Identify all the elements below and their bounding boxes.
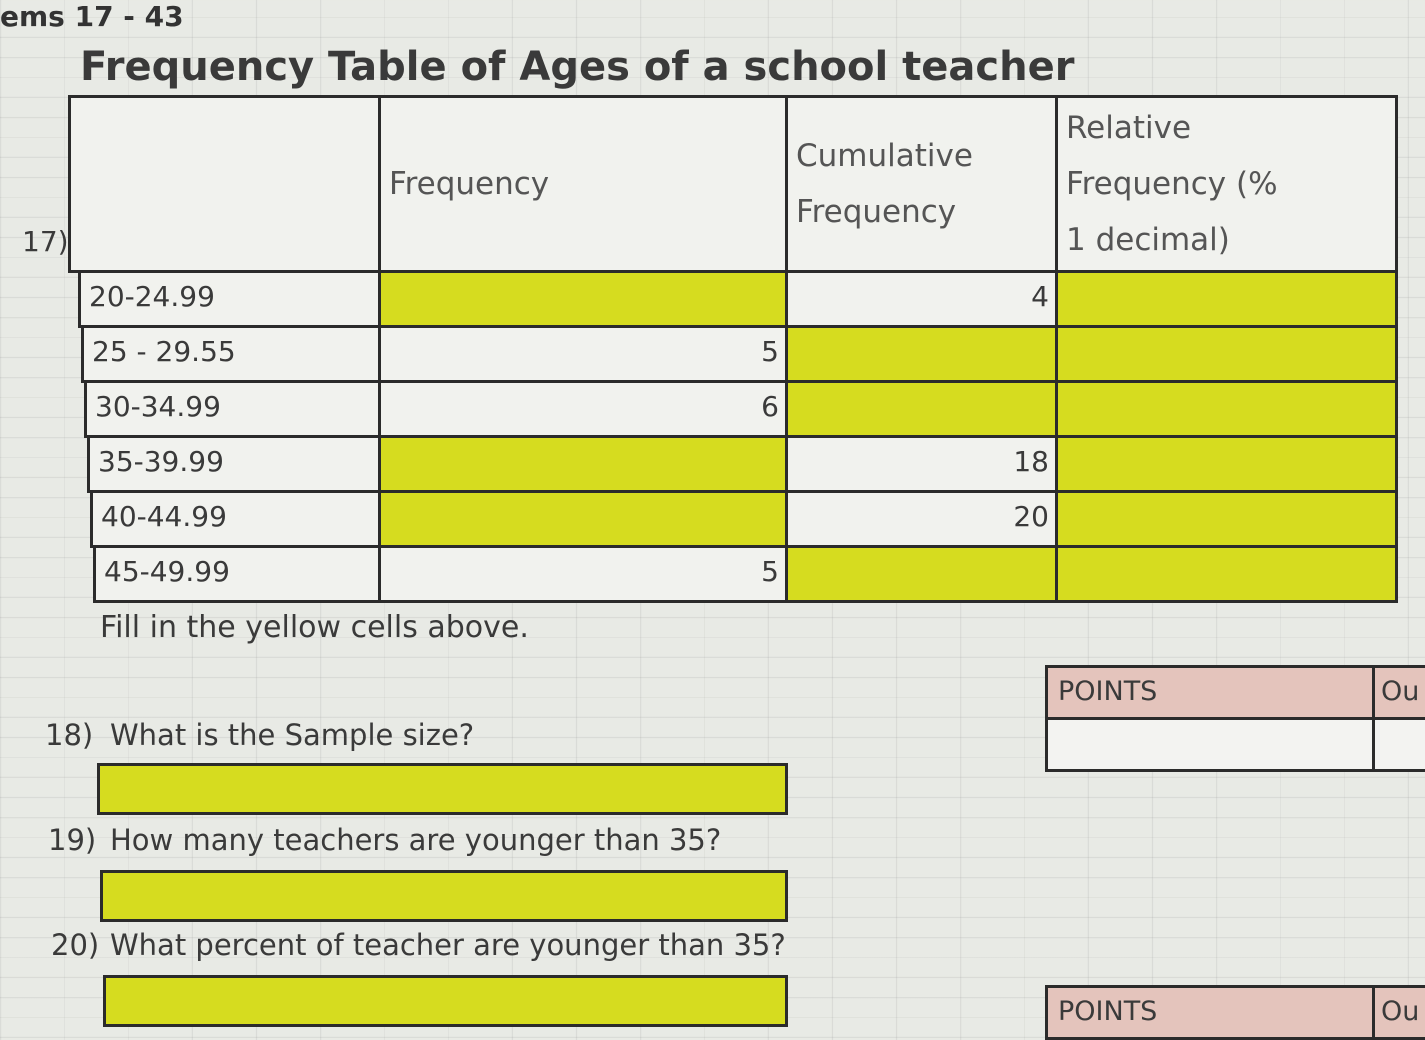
points-side: Ou xyxy=(1372,985,1425,1040)
value-cell: 4 xyxy=(785,270,1058,328)
row-label: 30-34.99 xyxy=(84,380,381,438)
answer-box xyxy=(100,870,788,922)
answer-box xyxy=(103,975,788,1027)
answer-box xyxy=(97,763,788,815)
points-label: POINTS xyxy=(1045,665,1375,720)
column-header-text: Relative Frequency (% 1 decimal) xyxy=(1066,110,1278,258)
value-cell: 20 xyxy=(785,490,1058,548)
question-number: 20) xyxy=(51,928,100,962)
row-label: 25 - 29.55 xyxy=(81,325,381,383)
column-header-text: Frequency xyxy=(389,166,550,202)
row-label: 35-39.99 xyxy=(87,435,381,493)
question-number: 19) xyxy=(48,823,97,857)
points-side: Ou xyxy=(1372,665,1425,720)
instruction: Fill in the yellow cells above. xyxy=(100,610,529,645)
answer-cell xyxy=(785,325,1058,383)
answer-cell xyxy=(1055,380,1398,438)
row-label: 20-24.99 xyxy=(78,270,381,328)
row-label: 40-44.99 xyxy=(90,490,381,548)
column-header: Cumulative Frequency xyxy=(785,95,1058,273)
answer-cell xyxy=(378,435,788,493)
answer-cell xyxy=(785,545,1058,603)
column-header: Frequency xyxy=(378,95,788,273)
question-text: What is the Sample size? xyxy=(110,718,475,752)
answer-cell xyxy=(1055,545,1398,603)
question-number: 17) xyxy=(22,225,69,258)
table-title: Frequency Table of Ages of a school teac… xyxy=(80,44,1075,90)
points-input xyxy=(1372,717,1425,772)
value-cell: 6 xyxy=(378,380,788,438)
points-input xyxy=(1045,717,1375,772)
answer-cell xyxy=(378,270,788,328)
answer-cell xyxy=(378,490,788,548)
question-text: What percent of teacher are younger than… xyxy=(110,928,786,962)
question-text: How many teachers are younger than 35? xyxy=(110,823,722,857)
column-header: Relative Frequency (% 1 decimal) xyxy=(1055,95,1398,273)
section-label: ems 17 - 43 xyxy=(0,0,184,33)
value-cell: 18 xyxy=(785,435,1058,493)
question-number: 18) xyxy=(45,718,94,752)
value-cell: 5 xyxy=(378,545,788,603)
value-cell: 5 xyxy=(378,325,788,383)
answer-cell xyxy=(785,380,1058,438)
answer-cell xyxy=(1055,490,1398,548)
row-label: 45-49.99 xyxy=(93,545,381,603)
header-cell xyxy=(68,95,381,273)
points-label: POINTS xyxy=(1045,985,1375,1040)
answer-cell xyxy=(1055,435,1398,493)
column-header-text: Cumulative Frequency xyxy=(796,138,973,230)
answer-cell xyxy=(1055,325,1398,383)
answer-cell xyxy=(1055,270,1398,328)
